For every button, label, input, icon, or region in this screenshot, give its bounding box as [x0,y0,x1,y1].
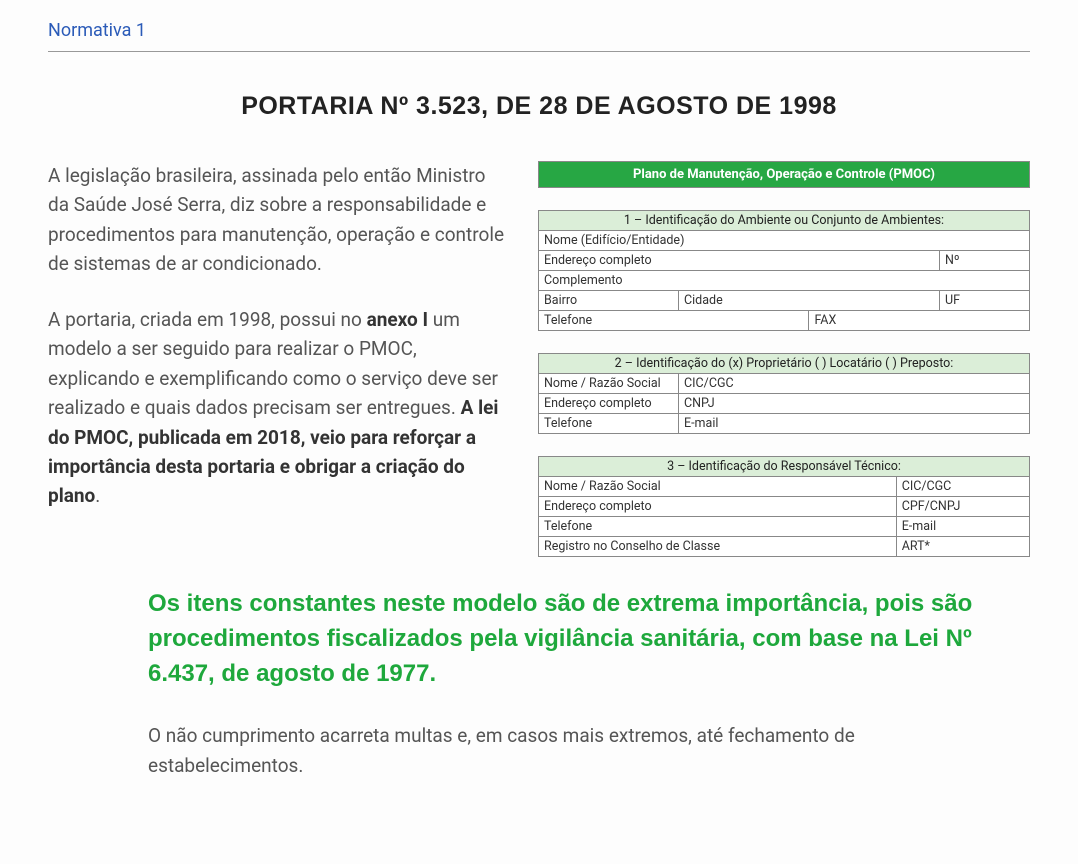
p2-part-a: A portaria, criada em 1998, possui no [48,308,367,331]
top-nav-link[interactable]: Normativa 1 [48,20,1030,52]
s2-cnpj: CNPJ [679,394,1030,414]
s1-fax: FAX [809,311,1030,331]
p2-bold-anexo: anexo I [367,308,428,331]
s1-cidade: Cidade [679,291,940,311]
s3-cic: CIC/CGC [896,477,1029,497]
highlight-paragraph: Os itens constantes neste modelo são de … [148,587,990,691]
pmoc-section-2-table: 2 – Identificação do (x) Proprietário ( … [538,353,1030,434]
s1-nome: Nome (Edifício/Entidade) [539,231,1030,251]
section2-title: 2 – Identificação do (x) Proprietário ( … [539,354,1030,374]
s1-endereco: Endereço completo [539,251,940,271]
section3-title: 3 – Identificação do Responsável Técnico… [539,457,1030,477]
s2-nome: Nome / Razão Social [539,374,679,394]
two-column-layout: A legislação brasileira, assinada pelo e… [48,161,1030,557]
s1-no: Nº [940,251,1030,271]
s3-endereco: Endereço completo [539,497,897,517]
s2-endereco: Endereço completo [539,394,679,414]
s3-art: ART* [896,537,1029,557]
page-title: PORTARIA Nº 3.523, DE 28 DE AGOSTO DE 19… [48,92,1030,121]
s3-email: E-mail [896,517,1029,537]
s3-telefone: Telefone [539,517,897,537]
pmoc-section-3-table: 3 – Identificação do Responsável Técnico… [538,456,1030,557]
pmoc-form-column: Plano de Manutenção, Operação e Controle… [538,161,1030,557]
s1-complemento: Complemento [539,271,1030,291]
s1-telefone: Telefone [539,311,809,331]
closing-paragraph: O não cumprimento acarreta multas e, em … [148,721,990,780]
s3-nome: Nome / Razão Social [539,477,897,497]
paragraph-1: A legislação brasileira, assinada pelo e… [48,161,508,279]
s3-registro: Registro no Conselho de Classe [539,537,897,557]
pmoc-section-1-table: 1 – Identificação do Ambiente ou Conjunt… [538,210,1030,331]
section1-title: 1 – Identificação do Ambiente ou Conjunt… [539,211,1030,231]
s1-bairro: Bairro [539,291,679,311]
body-text-column: A legislação brasileira, assinada pelo e… [48,161,508,557]
s1-uf: UF [940,291,1030,311]
s2-telefone: Telefone [539,414,679,434]
s2-email: E-mail [679,414,1030,434]
s3-cpfcnpj: CPF/CNPJ [896,497,1029,517]
s2-cic: CIC/CGC [679,374,1030,394]
bottom-text-block: Os itens constantes neste modelo são de … [48,587,1030,780]
pmoc-main-header: Plano de Manutenção, Operação e Controle… [538,161,1030,188]
paragraph-2: A portaria, criada em 1998, possui no an… [48,305,508,511]
p2-part-c: . [95,484,100,507]
